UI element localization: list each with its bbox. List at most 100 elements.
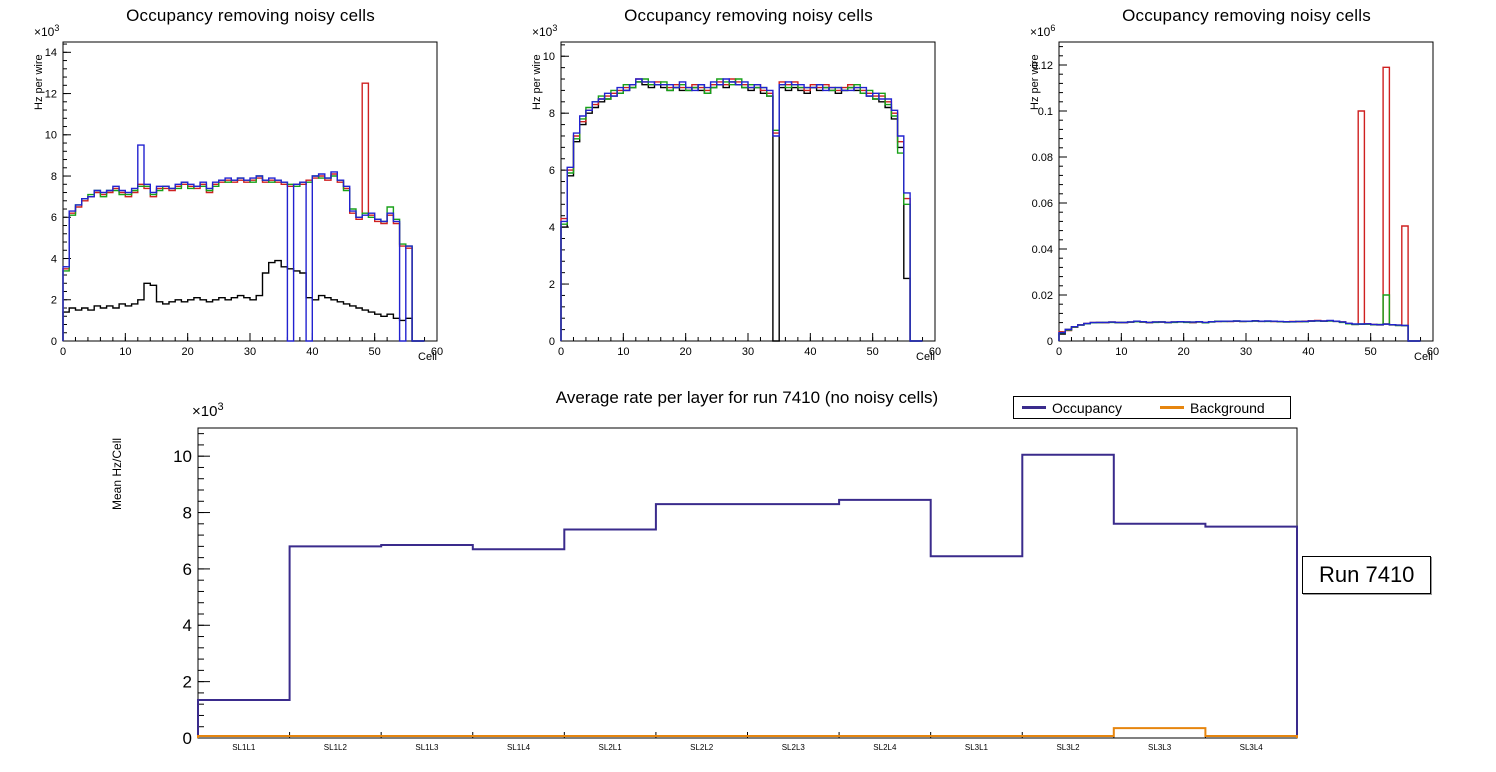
x-axis-label: Cell	[1414, 351, 1433, 363]
legend: Occupancy Background	[1013, 396, 1291, 419]
x-tick-label: 30	[742, 346, 754, 358]
occupancy-histogram-1: 0 10 20 30 40 50 60 0 2 4 6 8 10 12 14	[45, 41, 443, 358]
series-black	[62, 259, 425, 342]
x-tick-label: 20	[680, 346, 692, 358]
legend-label: Background	[1190, 399, 1265, 416]
y-tick-label: 10	[543, 51, 555, 63]
y-tick-label: 0.02	[1032, 290, 1053, 302]
category-label: SL2L4	[873, 743, 897, 752]
legend-entry-occupancy: Occupancy	[1014, 400, 1152, 416]
y-tick-label: 0.08	[1032, 152, 1053, 164]
y-tick-label: 0.12	[1032, 60, 1053, 72]
plot-frame	[197, 427, 1298, 739]
y-tick-label: 2	[549, 279, 555, 291]
x-tick-label: 40	[804, 346, 816, 358]
category-label: SL2L1	[599, 743, 623, 752]
x-tick-label: 0	[1056, 346, 1062, 358]
y-tick-label: 0.04	[1032, 244, 1053, 256]
y-tick-label: 10	[173, 447, 192, 466]
y-axis-exponent: ×103	[34, 23, 60, 39]
x-tick-label: 40	[1302, 346, 1314, 358]
y-tick-label: 4	[183, 616, 192, 635]
series-red	[62, 82, 425, 342]
category-label: SL1L3	[415, 743, 439, 752]
x-tick-label: 30	[244, 346, 256, 358]
chart-title: Occupancy removing noisy cells	[1122, 6, 1371, 25]
y-axis-exponent: ×103	[532, 23, 558, 39]
y-tick-label: 14	[45, 47, 57, 59]
x-tick-label: 50	[369, 346, 381, 358]
category-label: SL3L3	[1148, 743, 1172, 752]
series-Occupancy	[197, 453, 1298, 738]
series-green	[62, 175, 425, 342]
y-tick-label: 4	[549, 222, 555, 234]
y-tick-label: 10	[45, 130, 57, 142]
y-tick-label: 4	[51, 253, 57, 265]
background-line-swatch	[1160, 406, 1184, 409]
y-tick-label: 6	[549, 165, 555, 177]
y-axis-exponent: ×106	[1030, 23, 1056, 39]
x-tick-label: 60	[1427, 346, 1439, 358]
series-green	[560, 78, 923, 342]
series-blue	[1058, 319, 1421, 342]
x-tick-label: 50	[867, 346, 879, 358]
x-tick-label: 10	[1115, 346, 1127, 358]
category-label: SL1L2	[324, 743, 348, 752]
x-tick-label: 10	[617, 346, 629, 358]
x-tick-label: 10	[119, 346, 131, 358]
x-tick-label: 0	[60, 346, 66, 358]
x-tick-label: 60	[431, 346, 443, 358]
category-label: SL2L3	[782, 743, 806, 752]
y-tick-label: 8	[51, 171, 57, 183]
y-tick-label: 8	[183, 503, 192, 522]
occupancy-histogram-2: 0 10 20 30 40 50 60 0 2 4 6 8 10	[543, 41, 941, 358]
series-Background	[197, 727, 1298, 738]
x-axis-label: Cell	[916, 351, 935, 363]
y-axis-label: Hz per wire	[531, 54, 543, 110]
x-axis-label: Cell	[418, 351, 437, 363]
y-tick-label: 0	[51, 336, 57, 348]
plot-frame	[1058, 41, 1434, 342]
y-axis-exponent: ×103	[192, 401, 224, 420]
series-red	[1058, 66, 1421, 342]
y-tick-label: 6	[51, 212, 57, 224]
y-tick-label: 2	[183, 673, 192, 692]
x-tick-label: 30	[1240, 346, 1252, 358]
category-label: SL3L2	[1056, 743, 1080, 752]
y-axis-label: Hz per wire	[33, 54, 45, 110]
category-label: SL3L4	[1240, 743, 1264, 752]
x-tick-label: 40	[306, 346, 318, 358]
series-blue	[560, 78, 923, 342]
run-number-box: Run 7410	[1302, 556, 1432, 594]
y-tick-label: 0	[1047, 336, 1053, 348]
series-red	[560, 78, 923, 342]
occupancy-panel-3: 0 10 20 30 40 50 60 0 0.02 0.04 0.06 0.08 0.1 0.12 Oc…	[996, 0, 1496, 382]
y-tick-label: 0.1	[1038, 106, 1053, 118]
occupancy-line-swatch	[1022, 406, 1046, 409]
y-tick-label: 6	[183, 560, 192, 579]
x-tick-label: 50	[1365, 346, 1377, 358]
y-tick-label: 8	[549, 108, 555, 120]
occupancy-panel-1: 0 10 20 30 40 50 60 0 2 4 6 8 10 12 14 Occupancy remov…	[0, 0, 500, 382]
y-tick-label: 0	[549, 336, 555, 348]
category-label: SL1L1	[232, 743, 256, 752]
chart-title: Occupancy removing noisy cells	[126, 6, 375, 25]
y-axis-label: Hz per wire	[1029, 54, 1041, 110]
series-green	[1058, 294, 1421, 342]
y-tick-label: 0	[183, 729, 192, 748]
category-label: SL1L4	[507, 743, 531, 752]
average-rate-histogram: SL1L1 SL1L2 SL1L3 SL1L4 SL2L1 SL2L2 SL2L3 SL2L4…	[173, 427, 1298, 752]
series-blue	[62, 144, 425, 342]
category-label: SL2L2	[690, 743, 714, 752]
series-black	[560, 81, 923, 342]
bottom-chart-title: Average rate per layer for run 7410 (no …	[555, 388, 939, 407]
y-tick-label: 12	[45, 88, 57, 100]
occupancy-panel-2: 0 10 20 30 40 50 60 0 2 4 6 8 10 Occupancy removing …	[498, 0, 998, 382]
y-tick-label: 0.06	[1032, 198, 1053, 210]
legend-label: Occupancy	[1052, 399, 1123, 416]
x-tick-label: 0	[558, 346, 564, 358]
x-tick-label: 20	[1178, 346, 1190, 358]
category-label: SL3L1	[965, 743, 989, 752]
occupancy-histogram-3: 0 10 20 30 40 50 60 0 0.02 0.04 0.06 0.08 0.1 0.12	[1032, 41, 1439, 358]
